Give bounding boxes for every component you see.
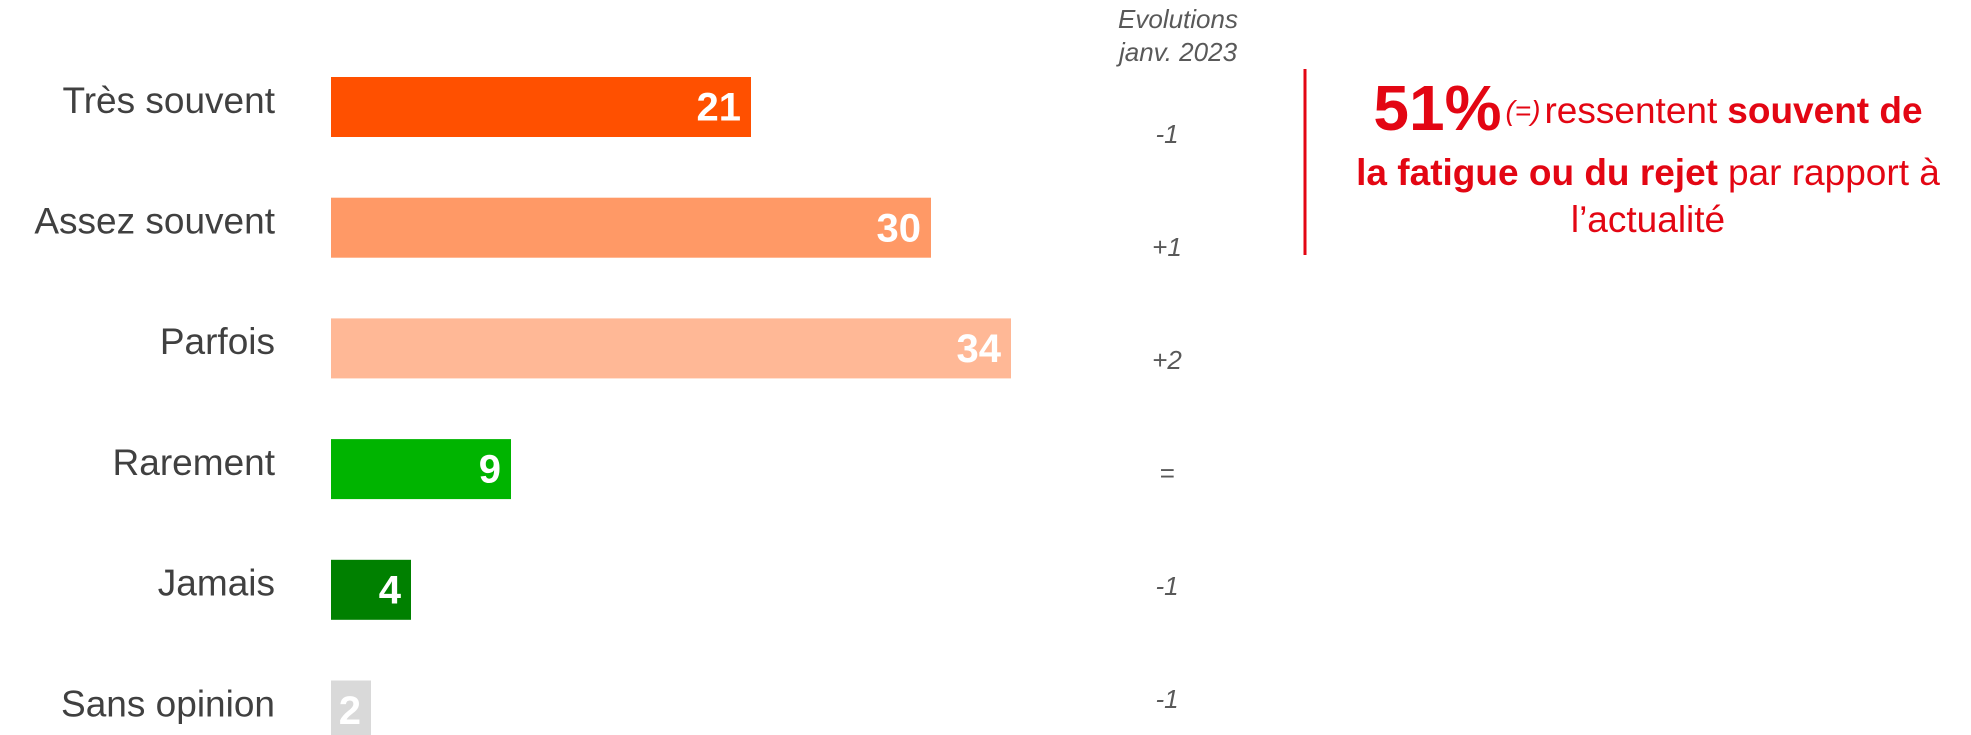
value-label: 30 [877, 206, 922, 250]
bar [331, 197, 931, 258]
evolution-label: = [1159, 458, 1174, 488]
value-label: 34 [957, 327, 1002, 371]
value-label: 21 [697, 86, 742, 130]
bar [331, 559, 411, 620]
evolution-label: -1 [1155, 684, 1178, 714]
callout-line-1: 51% (=) ressentent souvent de [1373, 72, 1922, 144]
category-label: Sans opinion [61, 683, 275, 724]
text: par rapport à [1728, 152, 1940, 193]
bar [331, 77, 751, 137]
bar [331, 680, 371, 735]
category-label: Assez souvent [34, 200, 275, 241]
category-label: Rarement [113, 442, 276, 483]
value-label: 9 [479, 448, 501, 492]
bar [331, 439, 511, 500]
callout-line-3: l’actualité [1571, 199, 1725, 240]
change: (=) [1505, 95, 1540, 126]
evolution-label: +2 [1152, 345, 1182, 375]
evolution-label: +1 [1152, 232, 1182, 262]
bold-text: la fatigue ou du rejet [1356, 152, 1718, 193]
category-label: Très souvent [63, 80, 276, 121]
category-label: Jamais [158, 563, 275, 604]
evolution-label: -1 [1155, 119, 1178, 149]
text: ressentent [1544, 90, 1717, 131]
evolution-label: -1 [1155, 571, 1178, 601]
value-label: 2 [339, 689, 361, 733]
callout-line-2: la fatigue ou du rejet par rapport à [1356, 152, 1940, 193]
bold-text: souvent de [1727, 90, 1922, 131]
evolutions-title: Evolutions [1118, 4, 1238, 34]
highlight: 51% [1373, 72, 1501, 144]
category-label: Parfois [160, 321, 275, 362]
value-label: 4 [379, 568, 402, 612]
bar [331, 318, 1011, 379]
evolutions-title: janv. 2023 [1116, 37, 1238, 67]
